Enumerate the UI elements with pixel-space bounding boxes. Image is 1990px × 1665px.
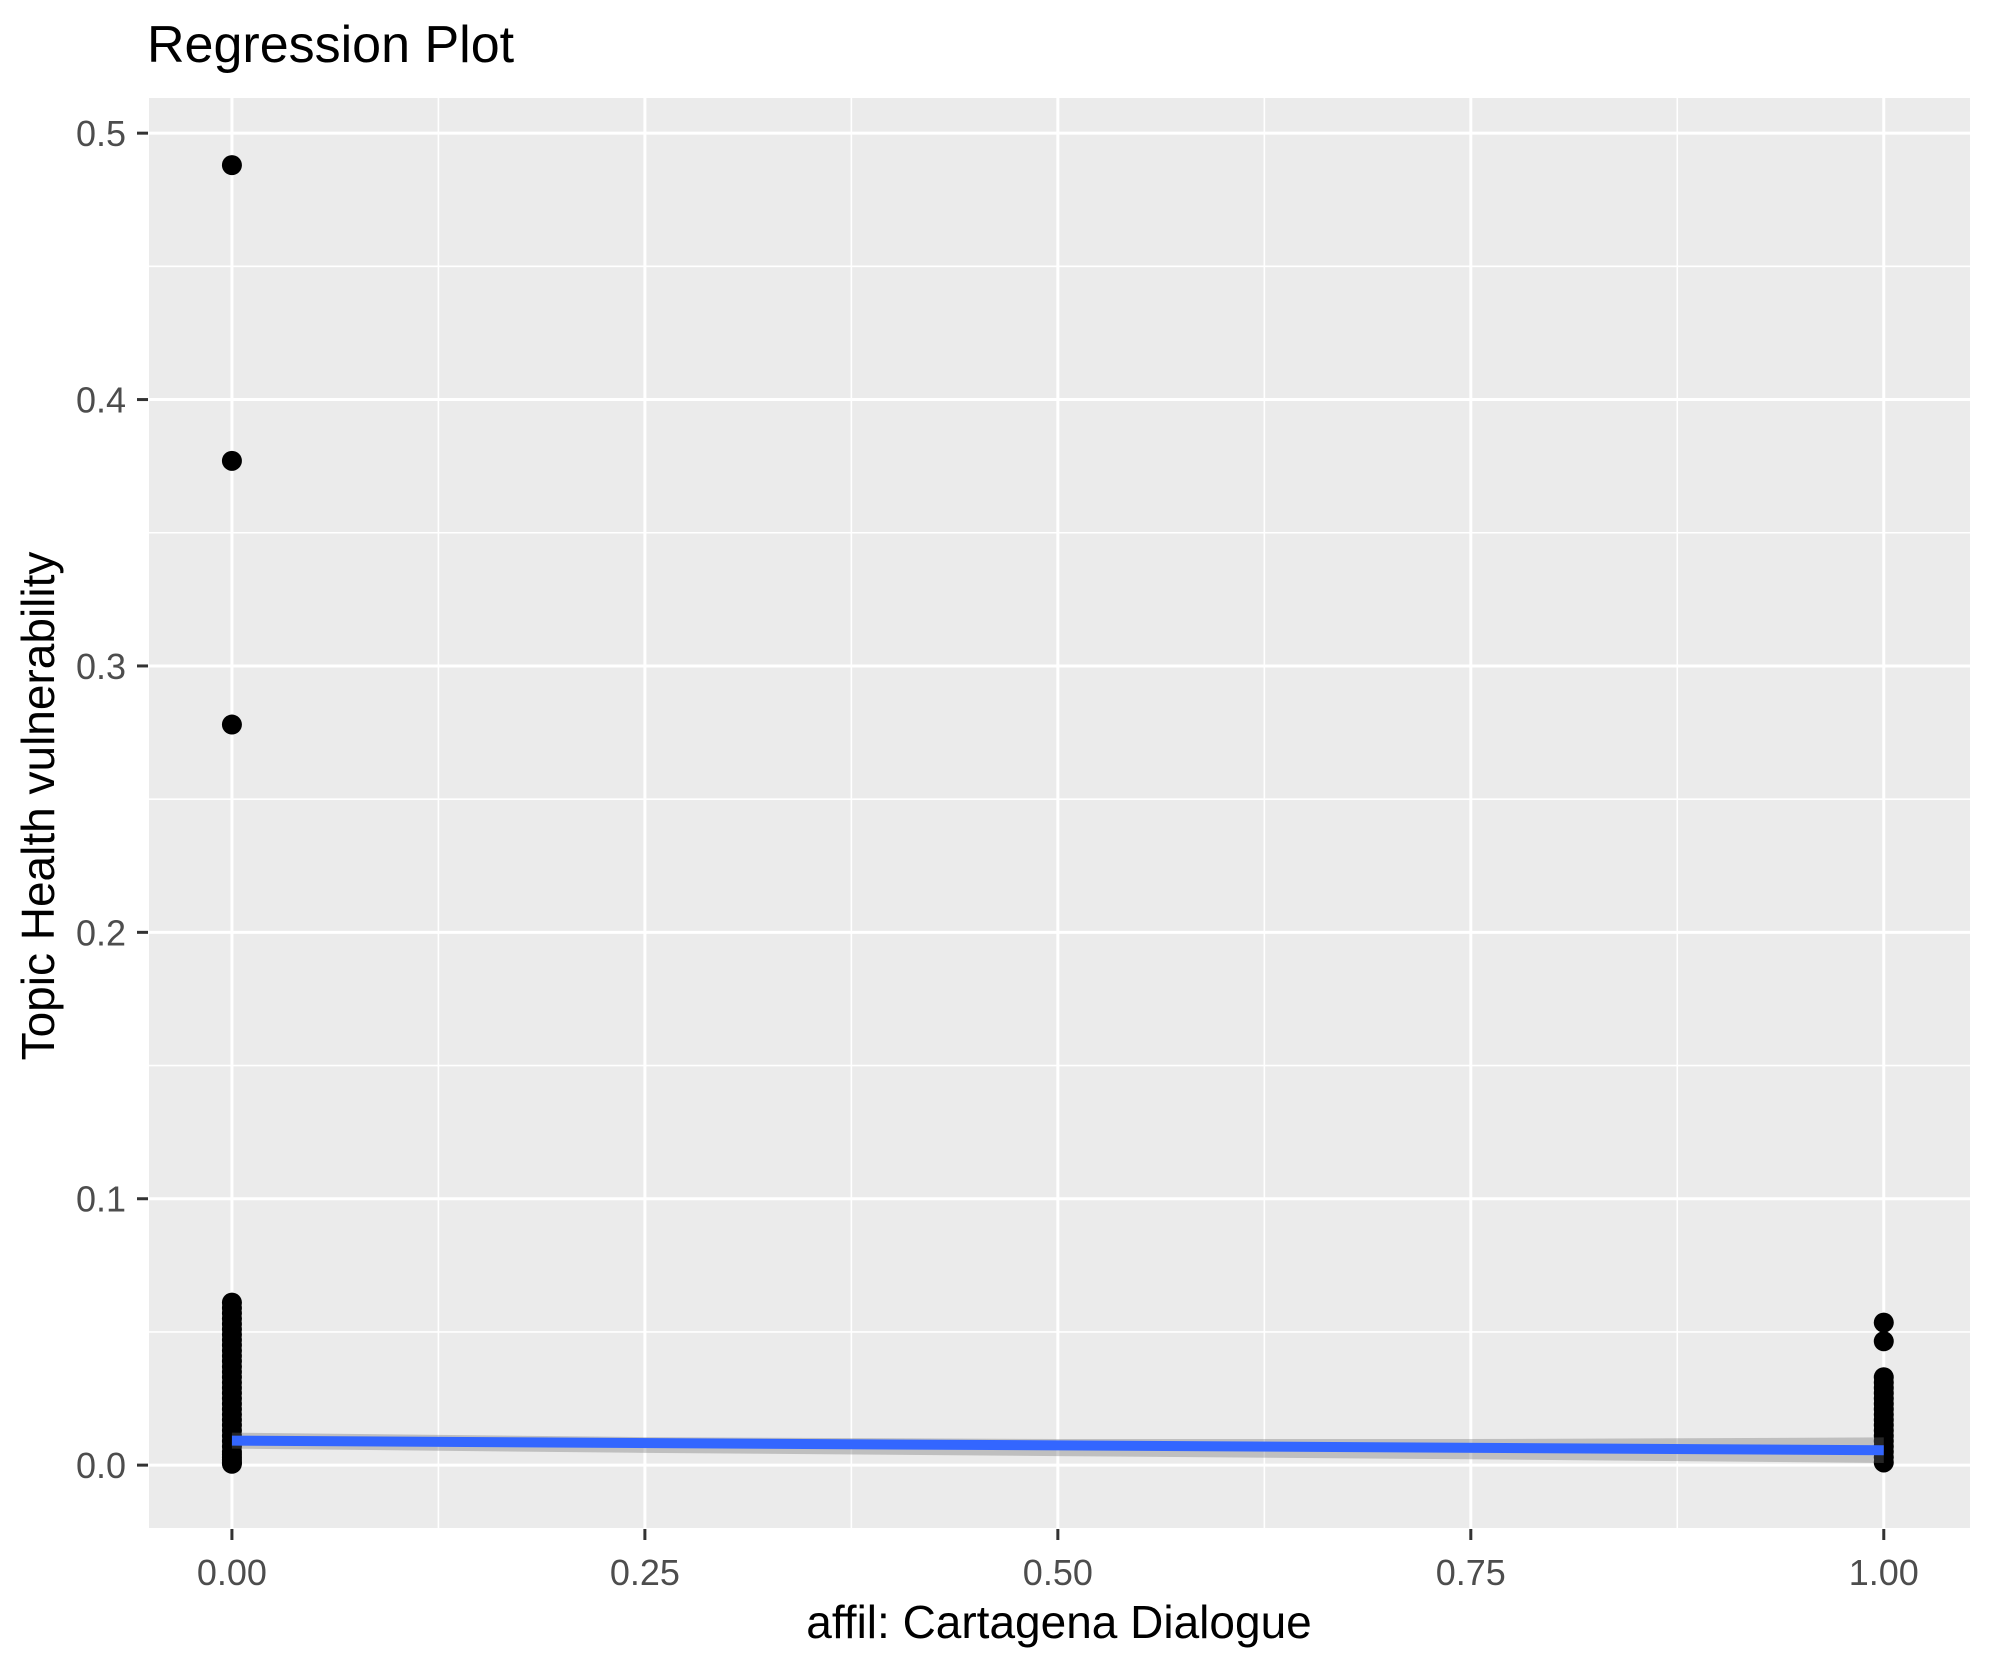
- plot-panel: [149, 98, 1970, 1528]
- y-axis-title: Topic Health vulnerability: [12, 552, 64, 1061]
- minor-gridlines: [149, 98, 1970, 1528]
- x-tick-label: 0.25: [610, 1552, 680, 1593]
- y-tick-label: 0.1: [76, 1179, 126, 1220]
- data-point: [1873, 1312, 1894, 1333]
- regression-line: [231, 1435, 1884, 1456]
- y-tick-label: 0.4: [76, 380, 126, 421]
- x-tick-label: 0.50: [1023, 1552, 1093, 1593]
- x-tick-label: 0.75: [1436, 1552, 1506, 1593]
- plot-title: Regression Plot: [147, 16, 515, 74]
- x-tick-label: 0.00: [197, 1552, 267, 1593]
- x-tick-labels: 0.00 0.25 0.50 0.75 1.00: [197, 1552, 1919, 1593]
- data-point: [221, 450, 242, 471]
- major-gridlines: [149, 98, 1970, 1528]
- x-tick-label: 1.00: [1849, 1552, 1919, 1593]
- data-point: [221, 155, 242, 176]
- y-tick-label: 0.2: [76, 912, 126, 953]
- y-tick-label: 0.0: [76, 1445, 126, 1486]
- scatter-points: [221, 155, 1894, 1474]
- y-tick-label: 0.3: [76, 646, 126, 687]
- data-point: [221, 1453, 242, 1474]
- data-point: [1873, 1452, 1894, 1473]
- data-point: [1873, 1331, 1894, 1352]
- data-point: [221, 714, 242, 735]
- y-tick-label: 0.5: [76, 113, 126, 154]
- y-tick-labels: 0.0 0.1 0.2 0.3 0.4 0.5: [76, 113, 126, 1486]
- x-axis-title: affil: Cartagena Dialogue: [806, 1596, 1311, 1648]
- axis-tick-marks: [137, 131, 1886, 1540]
